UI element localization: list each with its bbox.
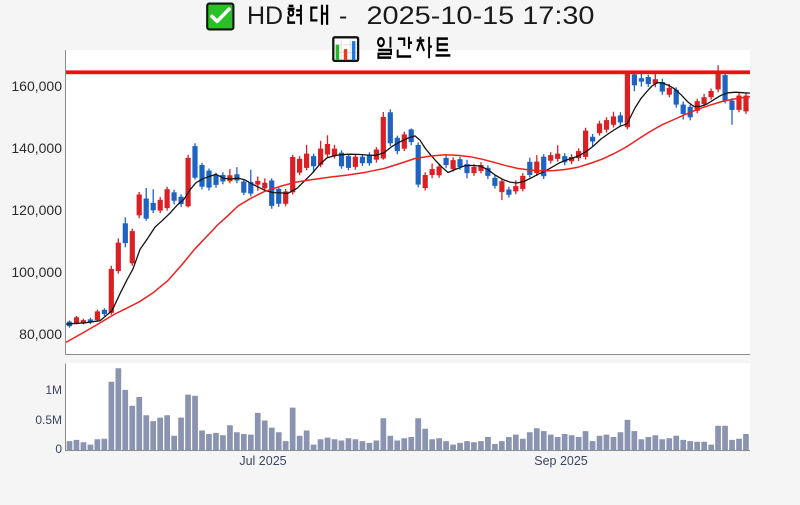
svg-text:0.5M: 0.5M xyxy=(35,413,62,427)
svg-text:-: - xyxy=(339,2,347,30)
svg-text:0: 0 xyxy=(55,442,62,456)
svg-text:2025-10-15 17:30: 2025-10-15 17:30 xyxy=(367,2,595,30)
svg-text:100,000: 100,000 xyxy=(11,264,62,280)
svg-text:HD: HD xyxy=(247,2,283,30)
svg-text:Jul 2025: Jul 2025 xyxy=(239,454,286,468)
svg-text:120,000: 120,000 xyxy=(11,202,62,218)
svg-text:140,000: 140,000 xyxy=(11,140,62,156)
svg-text:Sep 2025: Sep 2025 xyxy=(534,454,588,468)
svg-text:80,000: 80,000 xyxy=(19,326,62,342)
svg-text:160,000: 160,000 xyxy=(11,78,62,94)
svg-text:1M: 1M xyxy=(45,383,62,397)
